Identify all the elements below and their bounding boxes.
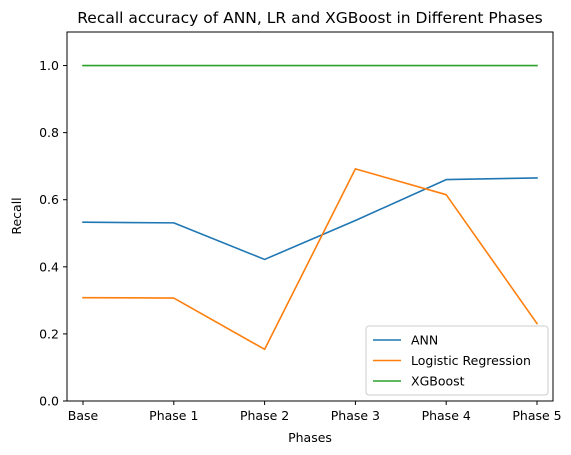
y-axis: 0.0 0.2 0.4 0.6 0.8 1.0 [39,58,67,409]
x-axis-label: Phases [288,430,332,445]
x-tick-label: Phase 5 [512,408,561,423]
legend: ANN Logistic Regression XGBoost [365,325,549,396]
legend-label-xgboost: XGBoost [411,374,465,389]
plot-area [82,64,539,351]
plot-frame [66,31,554,402]
y-tick-label: 0.8 [39,125,59,140]
y-tick-label: 0.2 [39,326,59,341]
x-tick-label: Phase 3 [331,408,380,423]
x-axis: Base Phase 1 Phase 2 Phase 3 Phase 4 Phase 5 [68,401,562,423]
chart-title: Recall accuracy of ANN, LR and XGBoost i… [77,9,543,27]
x-tick-label: Base [68,408,99,423]
legend-label-ann: ANN [411,333,438,348]
y-axis-label: Recall [9,197,24,234]
series-line-logistic-regression [82,168,539,351]
y-tick-label: 0.6 [39,192,59,207]
legend-box [365,325,549,396]
legend-label-logistic-regression: Logistic Regression [411,353,531,368]
series-line-ann [82,177,538,261]
y-tick-label: 1.0 [39,58,59,73]
x-tick-label: Phase 2 [240,408,289,423]
x-tick-label: Phase 1 [149,408,198,423]
x-tick-label: Phase 4 [422,408,471,423]
y-tick-label: 0.0 [39,394,59,409]
y-tick-label: 0.4 [39,259,59,274]
